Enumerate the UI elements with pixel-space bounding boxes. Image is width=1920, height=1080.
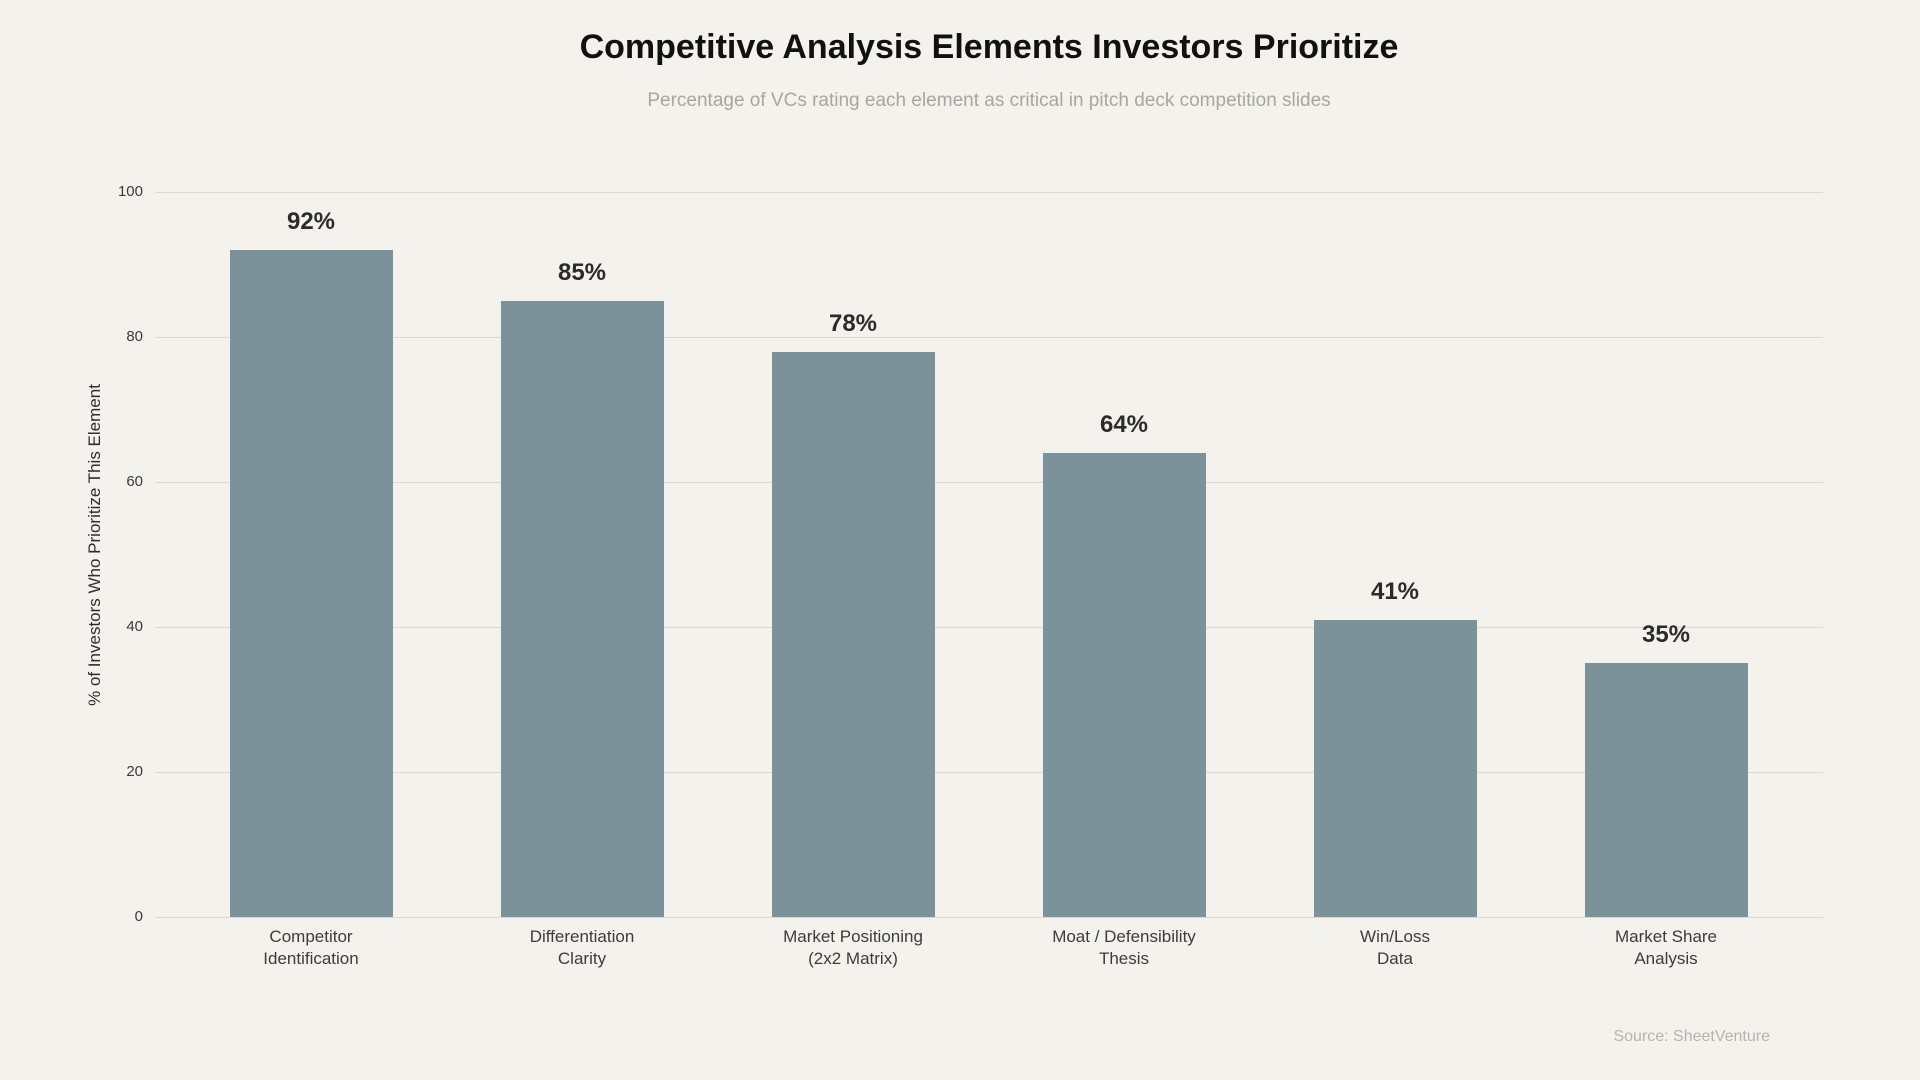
x-category-label: Differentiation Clarity [529,927,635,968]
bar-value-label: 92% [286,208,336,235]
bar [229,250,393,917]
y-tick-label: 60 [126,473,143,490]
y-axis-label-text: % of Investors Who Prioritize This Eleme… [85,384,104,706]
gridline [155,337,1823,338]
bar-value-label: 85% [557,258,607,286]
y-tick-label: 0 [134,908,143,925]
bar [771,351,935,917]
y-tick-label: 20 [126,763,143,780]
y-tick-label: 40 [126,618,143,635]
bar [1584,663,1748,917]
y-tick-label: 100 [117,183,143,200]
y-tick-label: 80 [126,328,143,345]
bar-value-label: 78% [828,309,878,337]
x-category-label: Market Positioning (2x2 Matrix) [783,927,923,968]
x-category-label: Market Share Analysis [1614,927,1718,968]
bar [500,300,664,917]
bar-value-label: 41% [1370,577,1420,605]
gridline [155,192,1823,193]
bar [1313,619,1477,917]
chart-title: Competitive Analysis Elements Investors … [579,28,1399,66]
x-category-label: Competitor Identification [263,927,359,968]
bar-value-label: 64% [1099,411,1149,438]
source-note: Source: SheetVenture [1613,1028,1770,1045]
chart-subtitle: Percentage of VCs rating each element as… [647,90,1331,111]
gridline [155,627,1823,628]
plot-area: 92% 85% 78% 64% 41% 35% [155,192,1823,918]
gridline [155,482,1823,483]
bar [1042,453,1206,917]
x-category-label: Win/Loss Data [1360,927,1430,968]
bar-value-label: 35% [1641,621,1691,649]
gridline [155,917,1823,918]
gridline [155,772,1823,773]
x-category-label: Moat / Defensibility Thesis [1052,927,1196,968]
